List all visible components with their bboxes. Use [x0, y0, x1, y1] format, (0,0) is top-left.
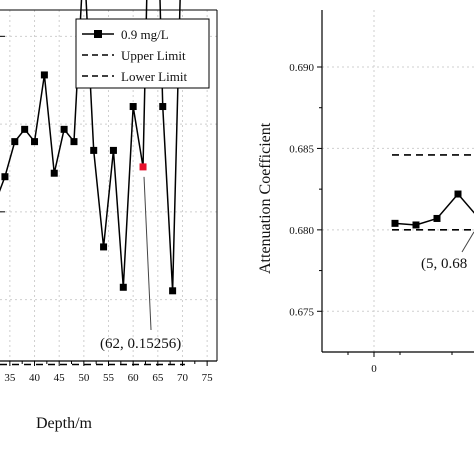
legend-label-upper: Upper Limit	[121, 48, 186, 63]
right-annotation-label: (5, 0.68	[421, 256, 467, 272]
right-series-point	[412, 221, 420, 229]
annotation-label: (62, 0.15256)	[100, 336, 181, 352]
right-annotation-arrow	[461, 231, 474, 253]
left-x-tick-labels: 35 40 45 50 55 60 65 70 75	[4, 361, 213, 384]
series-point	[70, 138, 78, 146]
left-x-tick-label: 50	[78, 372, 90, 384]
series-point	[109, 146, 117, 154]
left-x-tick-label: 60	[128, 372, 140, 384]
right-data-series	[391, 190, 474, 229]
legend-label-series: 0.9 mg/L	[121, 27, 169, 42]
left-x-tick-label: 55	[103, 372, 115, 384]
series-point	[169, 287, 177, 295]
right-y-tick-label: 0.675	[289, 306, 314, 318]
series-point	[21, 125, 29, 133]
legend: 0.9 mg/L Upper Limit Lower Limit	[75, 18, 210, 89]
series-point	[50, 169, 58, 177]
left-x-tick-label: 65	[152, 372, 164, 384]
left-x-tick-label: 35	[4, 372, 16, 384]
right-limit-lines	[392, 154, 474, 231]
series-point	[159, 103, 167, 111]
series-point	[119, 283, 127, 291]
right-x-tick-label: 0	[371, 363, 377, 375]
series-point	[40, 71, 48, 79]
right-y-tick-label: 0.685	[289, 143, 314, 155]
annotation-arrow	[143, 176, 152, 331]
right-y-axis-label: Attenuation Coefficient	[257, 122, 274, 274]
series-point	[11, 138, 19, 146]
right-series-point	[454, 190, 462, 198]
legend-marker-square	[94, 30, 102, 38]
series-point	[100, 243, 108, 251]
right-y-tick-labels: 0.675 0.680 0.685 0.690	[289, 62, 322, 318]
right-y-tick-label: 0.680	[289, 225, 314, 237]
left-x-tick-label: 40	[29, 372, 41, 384]
left-x-tick-label: 45	[54, 372, 66, 384]
left-x-tick-label: 75	[202, 372, 214, 384]
right-plot-axes	[321, 10, 474, 353]
left-x-axis-label: Depth/m	[36, 415, 93, 432]
left-limit-lines	[0, 363, 185, 366]
series-point	[60, 125, 68, 133]
series-point	[129, 103, 137, 111]
legend-label-lower: Lower Limit	[121, 69, 187, 84]
right-series-point	[433, 214, 441, 222]
series-point	[90, 146, 98, 154]
series-point	[1, 173, 9, 181]
highlight-point	[139, 163, 147, 171]
series-point	[31, 138, 39, 146]
right-series-point	[391, 219, 399, 227]
left-x-tick-label: 70	[177, 372, 189, 384]
right-y-tick-label: 0.690	[289, 62, 314, 74]
right-x-tick-labels: 0	[347, 352, 453, 375]
right-annotation-group: (5, 0.68	[421, 231, 474, 272]
right-plot-grid	[322, 10, 474, 352]
left-annotation-group: (62, 0.15256)	[100, 176, 181, 352]
